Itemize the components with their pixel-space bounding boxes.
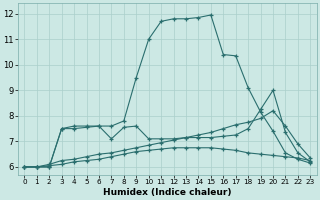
X-axis label: Humidex (Indice chaleur): Humidex (Indice chaleur)	[103, 188, 232, 197]
